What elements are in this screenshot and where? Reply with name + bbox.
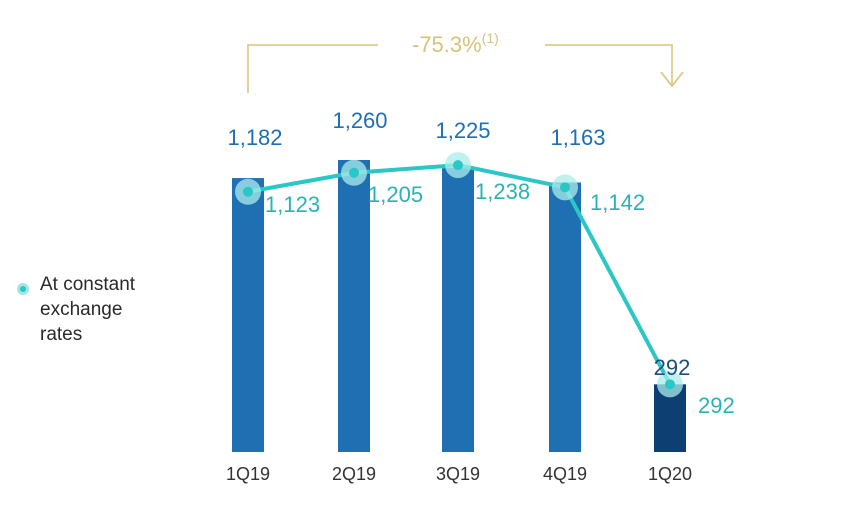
- line-point-4Q19: [552, 174, 578, 201]
- arrow-down-icon: [660, 71, 684, 88]
- bar-3Q19: [442, 168, 474, 452]
- line-value-2Q19: 1,205: [368, 182, 423, 207]
- bar-1Q19: [232, 178, 264, 453]
- line-point-1Q20: [657, 371, 683, 398]
- category-label-1Q20: 1Q20: [648, 464, 692, 484]
- legend-line-3: rates: [40, 324, 82, 345]
- bar-value-3Q19: 1,225: [435, 118, 490, 143]
- data-labels: 1,182 1,260 1,225 1,163 292 1,123 1,205 1,238 1,…: [227, 108, 734, 418]
- bracket-right: [545, 44, 673, 85]
- bar-value-4Q19: 1,163: [550, 125, 605, 150]
- bar-value-1Q20: 292: [654, 355, 691, 380]
- line-point-1Q19: [235, 178, 261, 205]
- line-point-2Q19: [341, 159, 367, 186]
- change-percent: -75.3%(1): [412, 30, 499, 57]
- category-label-4Q19: 4Q19: [543, 464, 587, 484]
- change-annotation: -75.3%(1): [247, 30, 684, 93]
- line-value-1Q19: 1,123: [265, 192, 320, 217]
- category-labels: 1Q19 2Q19 3Q19 4Q19 1Q20: [226, 464, 692, 484]
- category-label-2Q19: 2Q19: [332, 464, 376, 484]
- legend-line-1: At constant: [40, 274, 136, 295]
- bar-4Q19: [549, 182, 581, 452]
- line-series: [235, 152, 683, 398]
- category-label-1Q19: 1Q19: [226, 464, 270, 484]
- bar-value-1Q19: 1,182: [227, 125, 282, 150]
- category-label-3Q19: 3Q19: [436, 464, 480, 484]
- bar-value-2Q19: 1,260: [332, 108, 387, 133]
- line-value-3Q19: 1,238: [475, 179, 530, 204]
- bracket-left: [247, 44, 378, 93]
- legend: At constant exchange rates: [17, 274, 136, 345]
- legend-line-2: exchange: [40, 299, 122, 320]
- bar-2Q19: [338, 160, 370, 452]
- line-value-4Q19: 1,142: [590, 190, 645, 215]
- bars: [232, 160, 686, 453]
- line-point-3Q19: [445, 152, 471, 179]
- line-value-1Q20: 292: [698, 393, 735, 418]
